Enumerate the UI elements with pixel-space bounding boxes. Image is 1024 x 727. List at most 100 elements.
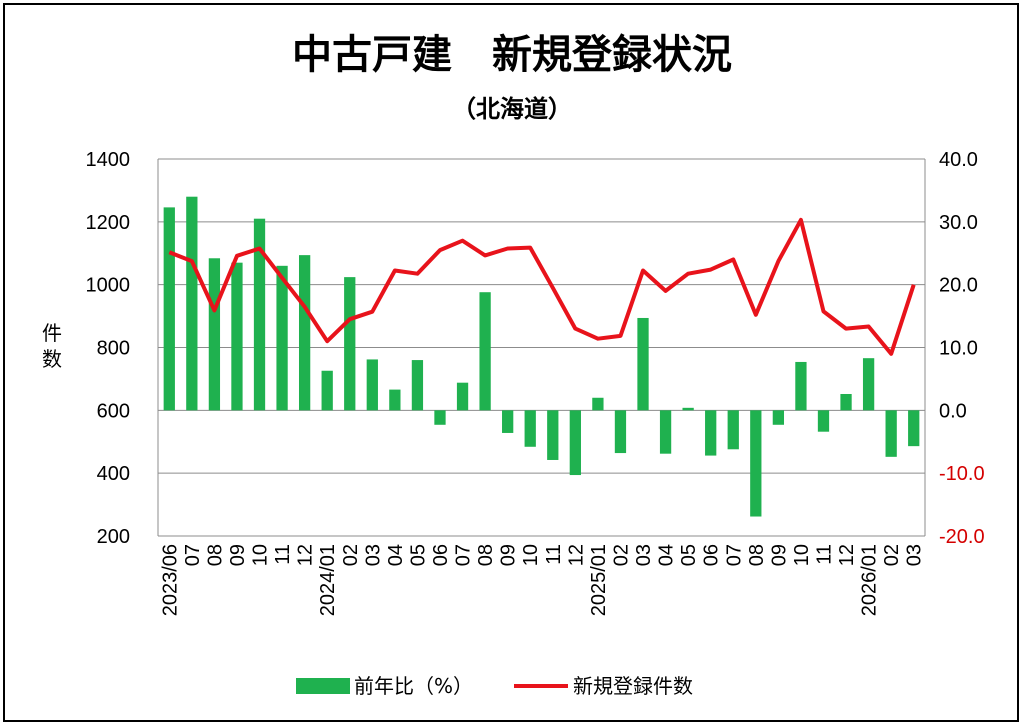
x-tick-label: 02 (340, 544, 362, 566)
bar (344, 277, 356, 411)
bar (569, 410, 581, 476)
bar (163, 207, 175, 411)
bar (885, 410, 897, 457)
x-tick-label: 10 (791, 544, 813, 566)
x-tick-label: 2025/01 (588, 544, 610, 616)
left-tick-label: 1200 (86, 212, 131, 234)
x-tick-label: 08 (746, 544, 768, 566)
bar (524, 410, 536, 447)
bar (614, 410, 627, 454)
bar (727, 410, 739, 450)
x-tick-label: 03 (633, 544, 655, 566)
bar (908, 410, 920, 447)
legend: 前年比（%） 新規登録件数 (296, 674, 693, 698)
x-tick-label: 2023/06 (159, 544, 181, 616)
right-tick-label: 40.0 (939, 149, 978, 171)
x-tick-label: 03 (362, 544, 384, 566)
bar (817, 410, 830, 432)
bar (795, 361, 807, 411)
chart-title: 中古戸建 新規登録状況 (292, 32, 732, 78)
x-tick-label: 02 (881, 544, 903, 566)
right-tick-label: 10.0 (939, 338, 978, 360)
bar (772, 410, 785, 425)
x-tick-label: 05 (678, 544, 700, 566)
left-tick-label: 400 (97, 463, 130, 485)
bar (298, 255, 311, 411)
bar-series (163, 196, 920, 517)
x-tick-label: 10 (520, 544, 542, 566)
bar (750, 410, 762, 517)
bar (705, 410, 717, 456)
x-tick-label: 11 (814, 544, 836, 565)
x-tick-label: 12 (836, 544, 858, 566)
chart-subtitle: （北海道） (452, 95, 572, 123)
bar (592, 397, 604, 411)
left-tick-label: 1400 (86, 149, 131, 171)
x-tick-label: 04 (385, 544, 407, 566)
x-tick-label: 03 (904, 544, 926, 566)
left-tick-label: 1000 (86, 275, 131, 297)
x-tick-label: 10 (250, 544, 272, 566)
axes (157, 159, 926, 537)
left-axis-ticks: 200 400 600 800 1000 1200 1400 (86, 149, 131, 548)
x-tick-label: 12 (565, 544, 587, 566)
legend-line-label: 新規登録件数 (573, 674, 693, 698)
right-tick-label: -20.0 (939, 526, 985, 548)
x-tick-label: 11 (272, 544, 294, 565)
x-tick-label: 11 (543, 544, 565, 565)
bar (659, 410, 672, 454)
left-axis-label-char-1: 件 (42, 321, 62, 345)
x-tick-label: 08 (475, 544, 497, 566)
right-tick-label: 30.0 (939, 212, 978, 234)
x-tick-label: 06 (430, 544, 452, 566)
x-tick-label: 09 (768, 544, 790, 566)
bar (637, 317, 649, 411)
left-axis-label-char-2: 数 (42, 347, 62, 371)
bar (862, 358, 875, 411)
bar (231, 262, 243, 411)
x-tick-label: 06 (701, 544, 723, 566)
line-series (168, 217, 916, 356)
bar (411, 360, 424, 411)
bar (547, 410, 559, 460)
left-axis-label: 件 数 (42, 321, 62, 371)
bar (253, 218, 266, 411)
bar (479, 292, 491, 411)
right-tick-label: 20.0 (939, 275, 978, 297)
x-tick-label: 02 (611, 544, 633, 566)
bar (186, 196, 198, 411)
bar (321, 370, 333, 411)
left-tick-label: 800 (97, 338, 130, 360)
bar (208, 258, 221, 411)
bar (682, 407, 694, 411)
bar (840, 393, 852, 411)
bar (366, 359, 378, 411)
x-tick-label: 07 (453, 544, 475, 566)
bar (276, 265, 288, 411)
right-tick-label: -10.0 (939, 463, 985, 485)
x-tick-label: 2024/01 (317, 544, 339, 616)
right-axis-ticks: -20.0 -10.0 0.0 10.0 20.0 30.0 40.0 (939, 149, 985, 548)
bar (434, 410, 446, 425)
bar (502, 410, 514, 433)
x-tick-label: 12 (295, 544, 317, 566)
x-tick-label: 07 (182, 544, 204, 566)
left-tick-label: 200 (97, 526, 130, 548)
legend-bar-swatch (296, 678, 350, 694)
left-tick-label: 600 (97, 400, 130, 422)
x-axis-ticks: 2023/06 07 08 09 10 11 12 2024/01 02 03 04 05 06 07 08… (159, 544, 925, 616)
x-tick-label: 08 (204, 544, 226, 566)
x-tick-label: 09 (498, 544, 520, 566)
right-tick-label: 0.0 (939, 400, 967, 422)
line-path (168, 217, 916, 356)
gridlines (158, 158, 925, 537)
legend-bar-label: 前年比（%） (354, 674, 473, 698)
x-tick-label: 05 (407, 544, 429, 566)
x-tick-label: 09 (227, 544, 249, 566)
bar (456, 382, 469, 411)
bar (389, 389, 401, 411)
x-tick-label: 04 (656, 544, 678, 566)
x-tick-label: 07 (723, 544, 745, 566)
x-tick-label: 2026/01 (859, 544, 881, 616)
